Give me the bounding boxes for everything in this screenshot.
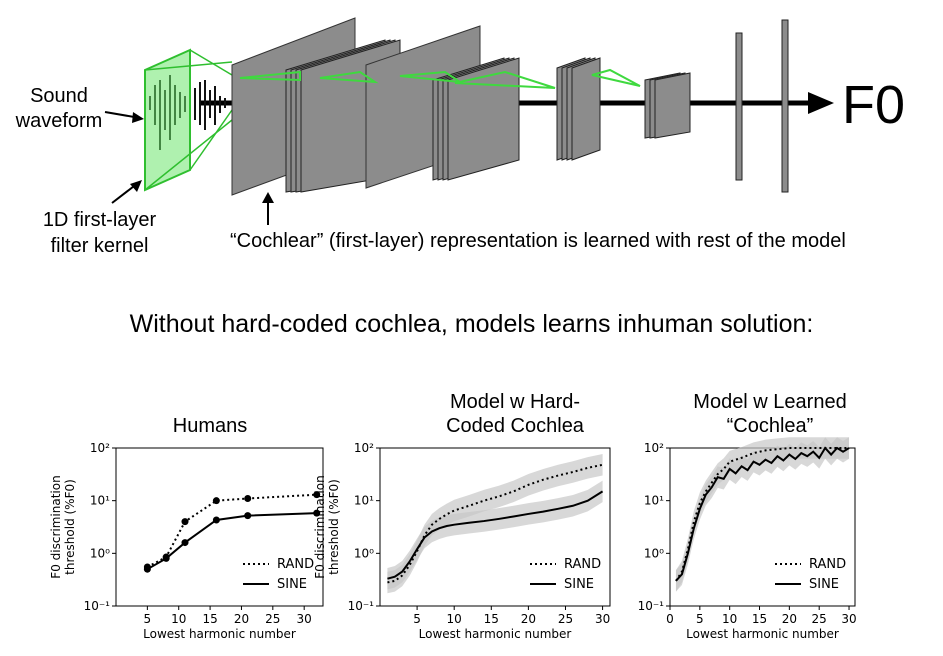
filter-kernel-box: [144, 48, 233, 192]
y-tick-label: 10²: [644, 441, 664, 455]
y-tick-label: 10⁻¹: [348, 599, 375, 613]
series-line-sine: [146, 512, 317, 571]
x-tick-label: 5: [144, 612, 152, 626]
x-tick-label: 10: [722, 612, 737, 626]
fc-layer-1: [735, 32, 743, 181]
pipeline-arrow-head: [808, 92, 834, 114]
x-tick-label: 10: [447, 612, 462, 626]
y-axis-label: threshold (%F0): [327, 479, 341, 575]
x-tick-label: 25: [812, 612, 827, 626]
x-tick-label: 20: [782, 612, 797, 626]
headline: Without hard-coded cochlea, models learn…: [129, 310, 814, 338]
x-tick-label: 15: [752, 612, 767, 626]
x-tick-label: 10: [171, 612, 186, 626]
y-axis-label: threshold (%F0): [63, 479, 77, 575]
fc-layer-2: [781, 19, 789, 193]
plot-frame: [115, 447, 324, 607]
x-axis-label: Lowest harmonic number: [143, 627, 296, 641]
legend-label: RAND: [809, 557, 846, 572]
chart-3-title: Model w Learned “Cochlea”: [693, 391, 847, 437]
legend-label: SINE: [564, 577, 594, 592]
y-tick-label: 10⁻¹: [84, 599, 111, 613]
x-tick-label: 20: [234, 612, 249, 626]
legend-label: SINE: [277, 577, 307, 592]
conv-layer-3-stack: [556, 57, 601, 161]
chart-hard-coded-cochlea: 5 10 15 20 25 30 10⁻¹ 10⁰ 10¹ 10² Lowest harmonic …: [313, 441, 611, 641]
y-tick-label: 10⁰: [354, 546, 374, 560]
y-tick-label: 10⁰: [90, 546, 110, 560]
y-tick-label: 10²: [90, 441, 110, 455]
y-tick-label: 10¹: [354, 494, 374, 508]
series-line-sine: [675, 446, 850, 582]
y-tick-label: 10²: [354, 441, 374, 455]
series-line-rand: [146, 493, 317, 568]
x-tick-label: 25: [265, 612, 280, 626]
data-point: [313, 509, 321, 517]
x-axis-label: Lowest harmonic number: [686, 627, 839, 641]
data-point: [212, 516, 220, 524]
x-tick-label: 30: [841, 612, 856, 626]
data-point: [162, 554, 170, 562]
cochlear-caption: “Cochlear” (first-layer) representation …: [230, 230, 846, 252]
chart-learned-cochlea: 0 5 10 15 20 25 30 10⁻¹ 10⁰ 10¹ 10² Lowest harmonic…: [638, 437, 857, 641]
data-point: [244, 494, 252, 502]
data-point: [244, 512, 252, 520]
data-point: [143, 565, 151, 573]
x-tick-label: 30: [595, 612, 610, 626]
legend-label: RAND: [564, 557, 601, 572]
filter-kernel-label: 1D first-layer filter kernel: [42, 209, 157, 257]
data-point: [212, 497, 220, 505]
data-point: [313, 491, 321, 499]
y-axis-label: F0 discrimination: [49, 475, 63, 578]
y-tick-label: 10⁻¹: [638, 599, 665, 613]
y-tick-label: 10¹: [90, 494, 110, 508]
x-tick-label: 5: [413, 612, 421, 626]
y-axis-label: F0 discrimination: [313, 475, 327, 578]
conv-layer-4-stack: [644, 72, 691, 139]
legend-label: SINE: [809, 577, 839, 592]
y-tick-label: 10⁰: [644, 546, 664, 560]
x-tick-label: 5: [696, 612, 704, 626]
data-point: [181, 539, 189, 547]
legend-label: RAND: [277, 557, 314, 572]
x-tick-label: 15: [202, 612, 217, 626]
x-tick-label: 0: [666, 612, 674, 626]
chart-1-title: Humans: [172, 415, 248, 437]
x-tick-label: 30: [297, 612, 312, 626]
data-point: [181, 518, 189, 526]
error-band: [675, 437, 850, 592]
x-tick-label: 20: [521, 612, 536, 626]
conv-layer-2-stack: [432, 57, 520, 181]
receptive-field-wedges: [239, 68, 641, 89]
error-band: [387, 480, 603, 590]
chart-2-title: Model w Hard- Coded Cochlea: [446, 391, 584, 437]
series-line-rand: [387, 463, 603, 584]
x-tick-label: 25: [558, 612, 573, 626]
sound-waveform-label: Sound waveform: [15, 85, 103, 132]
series-line-sine: [387, 490, 604, 580]
x-axis-label: Lowest harmonic number: [419, 627, 572, 641]
y-tick-label: 10¹: [644, 494, 664, 508]
error-band: [387, 454, 603, 594]
x-tick-label: 15: [484, 612, 499, 626]
chart-humans: 5 10 15 20 25 30 10⁻¹ 10⁰ 10¹ 10² Lowest harmonic …: [49, 441, 324, 641]
output-label-f0: F0: [842, 75, 906, 135]
architecture-diagram: [104, 17, 834, 225]
